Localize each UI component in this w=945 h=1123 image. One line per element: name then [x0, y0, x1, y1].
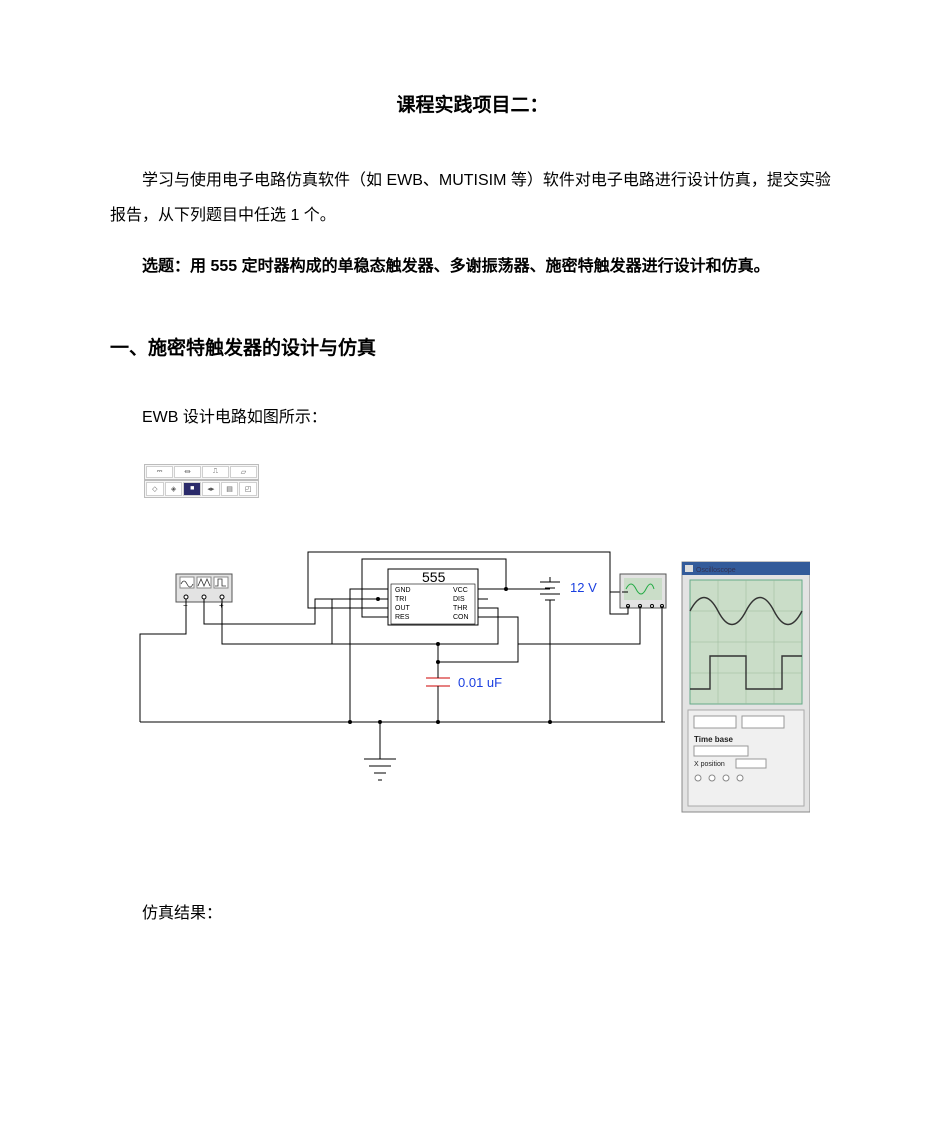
pin-out: OUT: [395, 605, 411, 612]
pin-con: CON: [453, 614, 469, 621]
toolbar-icon[interactable]: ◇: [146, 482, 164, 496]
page-title: 课程实践项目二：: [110, 90, 835, 117]
toolbar-icon[interactable]: ■: [183, 482, 201, 496]
ewb-toolbar-row1: ⎓ ⏛ ⎍ ⏥: [144, 464, 259, 480]
ewb-caption: EWB 设计电路如图所示：: [110, 402, 835, 434]
oscilloscope-panel: Oscilloscope Time base X position: [682, 562, 810, 812]
intro-paragraph: 学习与使用电子电路仿真软件（如 EWB、MUTISIM 等）软件对电子电路进行设…: [110, 163, 835, 233]
toolbar-icon[interactable]: ⎍: [202, 466, 229, 478]
result-caption: 仿真结果：: [110, 898, 835, 930]
toolbar-icon[interactable]: ◰: [239, 482, 257, 496]
pin-gnd: GND: [395, 587, 411, 594]
ewb-toolbar-row2: ◇ ◈ ■ ◂▸ ▤ ◰: [144, 480, 259, 498]
toolbar-icon[interactable]: ◂▸: [202, 482, 220, 496]
ic-label: 555: [422, 569, 446, 585]
circuit-diagram: ⎓ ⏛ ⎍ ⏥ ◇ ◈ ■ ◂▸ ▤ ◰ 555 GND TRI OUT RES…: [110, 464, 810, 834]
voltage-label: 12 V: [570, 580, 597, 595]
toolbar-icon[interactable]: ◈: [165, 482, 183, 496]
svg-text:X position: X position: [694, 761, 725, 768]
pin-res: RES: [395, 614, 410, 621]
toolbar-icon[interactable]: ▤: [221, 482, 239, 496]
pin-tri: TRI: [395, 596, 406, 603]
pin-vcc: VCC: [453, 587, 468, 594]
cap-label: 0.01 uF: [458, 675, 502, 690]
toolbar-icon[interactable]: ⏥: [230, 466, 257, 478]
pin-dis: DIS: [453, 596, 465, 603]
toolbar-icon[interactable]: ⏛: [174, 466, 201, 478]
toolbar-icon[interactable]: ⎓: [146, 466, 173, 478]
section-heading-1: 一、施密特触发器的设计与仿真: [110, 333, 835, 360]
scope-title: Oscilloscope: [696, 567, 736, 574]
circuit-svg: 555 GND TRI OUT RES VCC DIS THR CON 12 V: [110, 544, 810, 834]
topic-line: 选题：用 555 定时器构成的单稳态触发器、多谢振荡器、施密特触发器进行设计和仿…: [110, 249, 835, 284]
pin-thr: THR: [453, 605, 467, 612]
scope-timebase-label: Time base: [694, 735, 734, 744]
